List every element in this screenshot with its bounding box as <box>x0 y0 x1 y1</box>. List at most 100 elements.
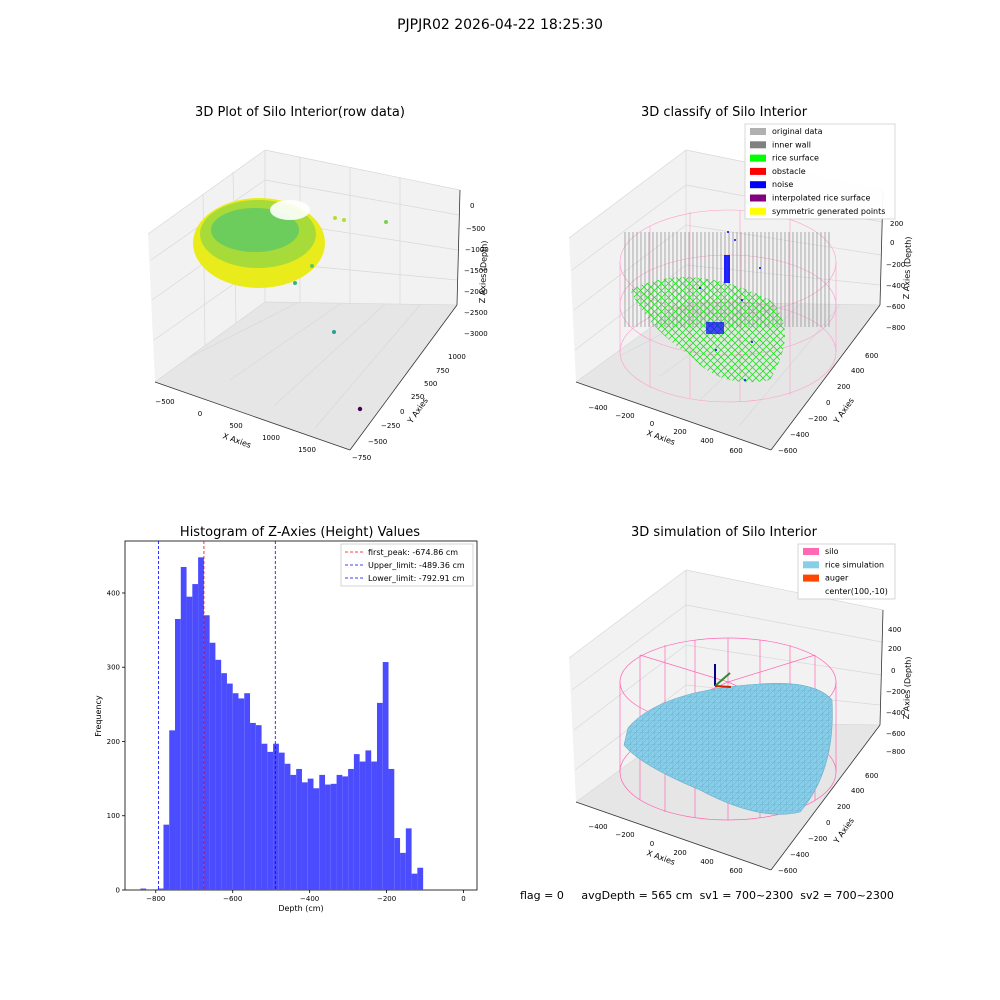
histogram-bar <box>226 683 233 890</box>
histogram-bar <box>203 615 210 890</box>
simulation-legend-swatch <box>803 548 819 555</box>
raw-grid <box>147 149 461 429</box>
raw-xtick: −500 <box>155 398 174 406</box>
auger-x-axis <box>714 685 732 688</box>
raw-ticks: −500 0 500 1000 1500 −750 −500 −250 0 25… <box>155 202 488 462</box>
classify-legend-swatch <box>750 181 766 189</box>
histogram-bar <box>140 888 147 890</box>
histogram-legend-label: Upper_limit: -489.36 cm <box>368 561 465 570</box>
classify-plot-title: 3D classify of Silo Interior <box>641 105 808 120</box>
simulation-ztick: 200 <box>888 645 901 653</box>
histogram-bar <box>215 659 222 890</box>
histogram-xtick-label: −200 <box>377 895 396 903</box>
simulation-ztick: −400 <box>886 709 905 717</box>
histogram-bar <box>175 618 181 890</box>
raw-ytick: 250 <box>411 393 424 401</box>
histogram-bar <box>382 662 389 890</box>
raw-point <box>310 264 314 268</box>
raw-xtick: 1500 <box>298 446 316 454</box>
histogram-title: Histogram of Z-Axies (Height) Values <box>180 525 420 540</box>
classify-ztick: −200 <box>886 261 905 269</box>
histogram-bar <box>198 557 204 890</box>
histogram-bar <box>376 702 383 890</box>
simulation-ytick: −600 <box>778 867 797 875</box>
raw-point <box>357 406 363 412</box>
classify-ticks: −400 −200 0 200 400 600 −600 −400 −200 0… <box>588 220 905 455</box>
histogram-bar <box>319 774 326 890</box>
classify-ytick: 600 <box>865 352 878 360</box>
raw-ytick: −500 <box>368 438 387 446</box>
classify-legend-swatch <box>750 194 766 202</box>
simulation-legend-label: auger <box>825 574 849 583</box>
classify-ytick: 400 <box>851 367 864 375</box>
classify-legend-label: rice surface <box>772 154 819 163</box>
simulation-ytick: 200 <box>837 803 850 811</box>
simulation-xtick: 200 <box>673 849 686 857</box>
histogram-ylabel: Frequency <box>94 695 103 737</box>
footer-flag: flag = 0 <box>520 889 564 902</box>
panel-simulation-3d: 3D simulation of Silo Interior <box>568 525 913 875</box>
histogram-bar <box>192 584 199 890</box>
raw-ztick: −2500 <box>464 309 488 317</box>
histogram-bar <box>209 642 216 890</box>
raw-ytick: 1000 <box>448 353 466 361</box>
raw-point <box>342 218 346 222</box>
classify-ytick: −200 <box>808 415 827 423</box>
histogram-ytick-label: 200 <box>107 738 120 746</box>
auger-y-axis <box>714 672 731 687</box>
footer-sv2: sv2 = 700~2300 <box>800 889 894 902</box>
classify-ztick: 0 <box>890 239 894 247</box>
histogram-ytick-label: 400 <box>107 589 120 597</box>
simulation-auger <box>714 664 732 688</box>
raw-point <box>384 220 388 224</box>
histogram-bar <box>405 828 412 890</box>
histogram-bar <box>371 761 377 890</box>
simulation-ztick: −800 <box>886 748 905 756</box>
simulation-legend-swatch <box>803 574 819 582</box>
classify-legend-swatch <box>750 141 766 149</box>
classify-xtick: 0 <box>650 420 654 428</box>
histogram-reference-lines <box>158 541 276 890</box>
classify-ytick: −600 <box>778 447 797 455</box>
histogram-bar <box>394 838 401 890</box>
histogram-xticks: −800 −600 −400 −200 0 <box>146 890 466 903</box>
classify-xtick: 600 <box>729 447 742 455</box>
classify-legend-box <box>744 123 896 220</box>
simulation-legend-label: rice simulation <box>825 560 884 569</box>
histogram-bar <box>261 743 268 890</box>
histogram-bar <box>284 763 291 890</box>
raw-ztick: −1500 <box>464 267 488 275</box>
simulation-ticks: −400 −200 0 200 400 600 −600 −400 −200 0… <box>588 626 905 875</box>
classify-legend-label: symmetric generated points <box>772 207 885 216</box>
histogram-bar <box>313 788 320 890</box>
classify-ztick: −600 <box>886 303 905 311</box>
simulation-ztick: −200 <box>886 688 905 696</box>
histogram-bar <box>296 768 302 890</box>
simulation-xtick: 0 <box>650 840 654 848</box>
simulation-ztick: 400 <box>888 626 901 634</box>
histogram-bar <box>417 867 424 890</box>
classify-legend-label: original data <box>772 127 823 136</box>
raw-floor-pane <box>155 302 457 450</box>
histogram-bar <box>250 722 256 890</box>
classify-xlabel: X Axies <box>645 428 676 447</box>
histogram-bar <box>359 761 366 890</box>
classify-legend-swatch <box>750 207 766 215</box>
classify-xtick: −200 <box>615 412 634 420</box>
histogram-bar <box>342 776 349 890</box>
histogram-bar <box>301 782 308 890</box>
histogram-xlabel: Depth (cm) <box>278 904 323 913</box>
classify-legend-swatch <box>750 128 766 135</box>
simulation-ztick: −600 <box>886 730 905 738</box>
classify-ytick: 200 <box>837 383 850 391</box>
histogram-bar <box>278 752 285 890</box>
histogram-bars <box>140 557 424 890</box>
raw-xlabel: X Axies <box>221 431 252 450</box>
classify-noise-points <box>699 231 761 381</box>
histogram-bar <box>186 596 193 890</box>
simulation-legend-label: silo <box>825 547 839 556</box>
raw-axes <box>154 189 461 451</box>
simulation-plot-title: 3D simulation of Silo Interior <box>631 525 818 540</box>
classify-xtick: 400 <box>700 437 713 445</box>
